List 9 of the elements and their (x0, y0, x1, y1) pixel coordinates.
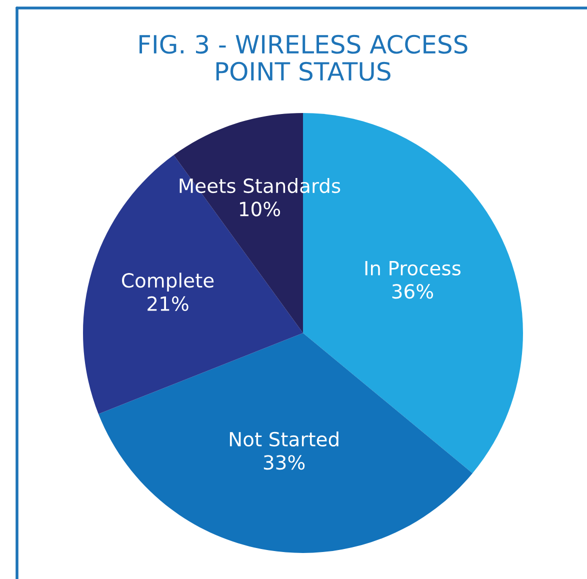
slice-label: Not Started (230, 431, 338, 447)
slice-label: In Process (365, 261, 461, 276)
pie-slice (98, 333, 473, 553)
chart-title: FIG. 3 - WIRELESS ACCESS POINT STATUS (140, 34, 468, 81)
data-label: 21% (148, 296, 188, 311)
data-label: 36% (392, 284, 434, 299)
data-label: 10% (240, 202, 280, 216)
slice-label: Complete (122, 272, 214, 292)
data-label: 33% (264, 455, 305, 470)
